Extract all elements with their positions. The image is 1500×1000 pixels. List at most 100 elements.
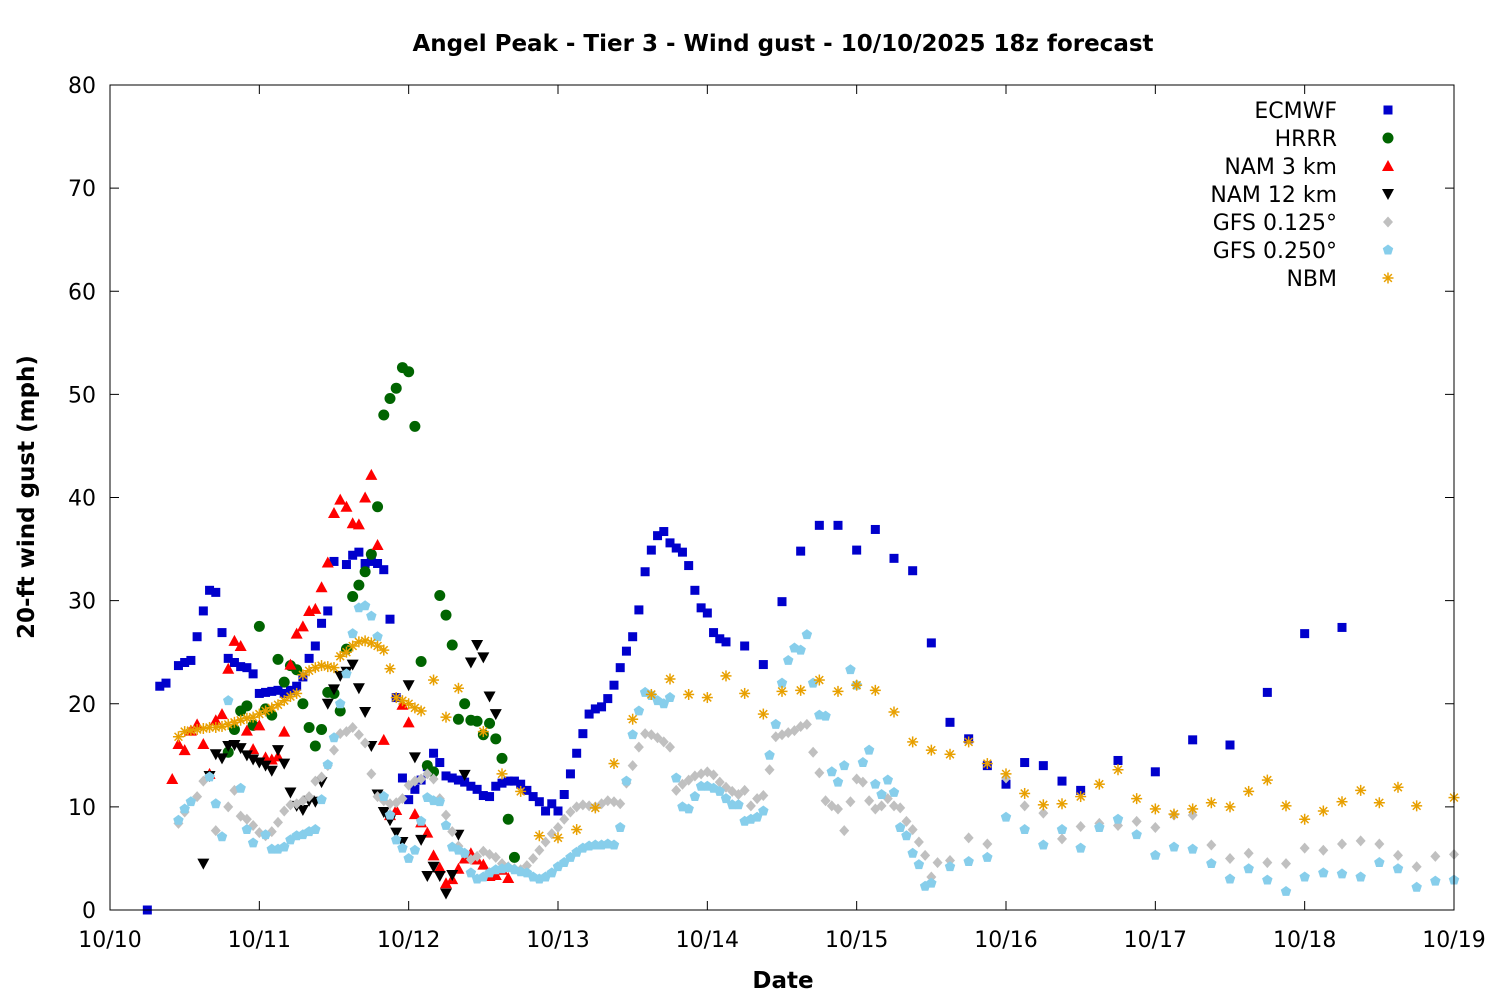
data-point — [409, 844, 421, 855]
data-point — [509, 776, 519, 786]
data-point — [303, 721, 315, 733]
data-point — [1243, 785, 1255, 797]
data-point — [614, 822, 626, 832]
data-point — [913, 836, 924, 848]
data-point — [348, 550, 358, 560]
data-point — [472, 784, 482, 794]
chart-title: Angel Peak - Tier 3 - Wind gust - 10/10/… — [412, 31, 1153, 57]
data-point — [241, 700, 253, 712]
data-point — [1224, 801, 1236, 813]
data-point — [415, 705, 427, 717]
data-point — [155, 681, 165, 691]
data-point — [1206, 839, 1217, 851]
data-point — [1355, 835, 1366, 847]
x-tick-label: 10/16 — [974, 928, 1037, 953]
data-point — [315, 581, 328, 593]
data-point — [205, 585, 215, 595]
data-point — [328, 732, 340, 743]
data-point — [584, 709, 594, 719]
data-point — [764, 749, 775, 760]
y-tick-label: 70 — [68, 177, 96, 202]
data-point — [683, 688, 695, 700]
data-point — [1225, 852, 1235, 864]
data-point — [360, 559, 370, 568]
data-point — [253, 757, 266, 769]
data-point — [198, 606, 208, 616]
data-point — [1187, 803, 1199, 815]
data-point — [1280, 800, 1292, 812]
data-point — [777, 597, 787, 607]
data-point — [813, 674, 825, 686]
data-point — [589, 802, 601, 814]
data-point — [397, 842, 408, 853]
data-point — [247, 754, 260, 766]
x-tick-label: 10/15 — [825, 928, 888, 953]
data-point — [365, 468, 378, 480]
data-point — [932, 857, 943, 869]
data-point — [1317, 805, 1329, 817]
data-point — [864, 795, 875, 807]
data-point — [572, 748, 582, 758]
data-point — [944, 748, 956, 760]
data-point — [415, 834, 428, 846]
data-point — [832, 776, 844, 787]
data-point — [384, 663, 396, 675]
data-point — [1168, 841, 1180, 852]
data-point — [1113, 755, 1123, 765]
data-point — [782, 654, 794, 665]
data-point — [328, 662, 340, 674]
data-point — [708, 769, 719, 781]
data-point — [347, 721, 358, 733]
y-tick-label: 0 — [82, 899, 96, 924]
data-point — [1037, 799, 1049, 811]
data-point — [173, 661, 183, 671]
data-point — [317, 618, 327, 628]
data-point — [634, 605, 644, 615]
data-point — [359, 491, 372, 503]
data-point — [1056, 824, 1068, 835]
data-point — [1261, 774, 1273, 786]
data-point — [234, 743, 247, 755]
data-point — [242, 663, 252, 673]
x-tick-label: 10/14 — [676, 928, 739, 953]
data-point — [210, 798, 222, 809]
data-point — [1149, 803, 1161, 815]
data-point — [378, 409, 390, 421]
data-point — [633, 741, 644, 753]
data-point — [1075, 791, 1087, 803]
data-point — [440, 819, 452, 830]
data-point — [503, 776, 513, 786]
data-point — [409, 420, 421, 432]
legend-marker — [1383, 105, 1393, 115]
data-point — [372, 501, 384, 513]
data-point — [1411, 881, 1422, 892]
data-point — [403, 852, 414, 863]
data-point — [234, 640, 247, 651]
data-point — [895, 802, 906, 814]
data-point — [384, 393, 396, 404]
data-point — [1038, 839, 1049, 850]
data-point — [665, 538, 675, 548]
data-point — [259, 760, 272, 772]
data-point — [440, 877, 452, 889]
data-point — [627, 729, 638, 740]
y-tick-label: 30 — [68, 590, 96, 615]
data-point — [296, 804, 309, 816]
data-point — [646, 545, 656, 555]
data-point — [240, 724, 253, 736]
data-point — [1300, 629, 1310, 639]
data-point — [329, 744, 339, 756]
data-point — [733, 799, 744, 810]
data-point — [253, 620, 265, 632]
data-point — [173, 814, 184, 825]
data-point — [372, 640, 384, 652]
data-point — [378, 644, 390, 656]
data-point — [460, 777, 470, 787]
data-point — [1112, 764, 1124, 776]
data-point — [508, 851, 520, 863]
data-point — [390, 834, 402, 845]
data-point — [236, 662, 246, 672]
data-point — [814, 767, 825, 779]
data-point — [435, 758, 445, 768]
